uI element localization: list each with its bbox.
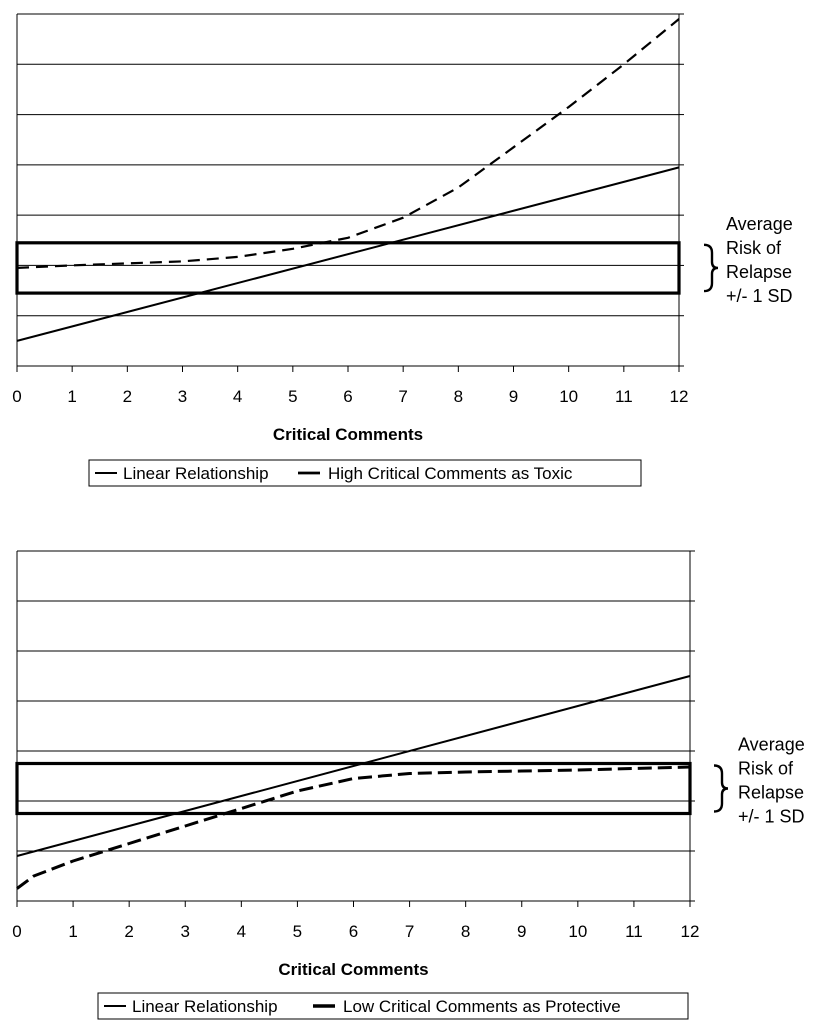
legend-box xyxy=(97,992,689,1020)
series-line-dashed xyxy=(16,18,680,269)
x-tick-label: 7 xyxy=(398,387,407,406)
band-label-line: Relapse xyxy=(726,262,792,282)
legend-box xyxy=(88,459,642,487)
x-tick-label: 12 xyxy=(670,387,689,406)
band-label-line: +/- 1 SD xyxy=(738,807,805,827)
legend-label-dashed: Low Critical Comments as Protective xyxy=(343,997,621,1016)
x-tick-label: 1 xyxy=(68,922,77,941)
average-risk-band xyxy=(15,241,681,295)
band-brace xyxy=(713,764,729,813)
x-tick-label: 0 xyxy=(12,387,21,406)
legend-label-dashed: High Critical Comments as Toxic xyxy=(328,464,573,483)
average-risk-band xyxy=(15,761,692,816)
x-tick-label: 3 xyxy=(181,922,190,941)
series-line-dashed xyxy=(16,765,691,890)
x-tick-label: 6 xyxy=(343,387,352,406)
x-tick-label: 8 xyxy=(454,387,463,406)
x-tick-label: 8 xyxy=(461,922,470,941)
x-tick-label: 1 xyxy=(67,387,76,406)
x-tick-label: 10 xyxy=(568,922,587,941)
band-label-line: Average xyxy=(726,214,793,234)
band-label-line: Risk of xyxy=(726,238,782,258)
x-tick-label: 4 xyxy=(237,922,246,941)
x-tick-label: 11 xyxy=(615,387,633,406)
x-tick-label: 3 xyxy=(178,387,187,406)
x-tick-label: 10 xyxy=(559,387,578,406)
series-line-linear xyxy=(16,166,680,342)
x-tick-label: 11 xyxy=(625,922,643,941)
band-label-line: Relapse xyxy=(738,783,804,803)
legend-label-linear: Linear Relationship xyxy=(132,997,278,1016)
x-tick-label: 7 xyxy=(405,922,414,941)
x-tick-label: 2 xyxy=(123,387,132,406)
x-axis-label: Critical Comments xyxy=(273,425,423,444)
x-tick-label: 6 xyxy=(349,922,358,941)
x-tick-label: 5 xyxy=(293,922,302,941)
x-tick-label: 2 xyxy=(124,922,133,941)
legend-label-linear: Linear Relationship xyxy=(123,464,269,483)
band-label-line: Average xyxy=(738,735,805,755)
x-tick-label: 12 xyxy=(681,922,700,941)
x-tick-label: 9 xyxy=(517,922,526,941)
band-label-line: Risk of xyxy=(738,759,794,779)
band-label-line: +/- 1 SD xyxy=(726,286,793,306)
series-line-linear xyxy=(16,675,691,857)
x-tick-label: 9 xyxy=(509,387,518,406)
band-brace xyxy=(703,243,719,293)
x-tick-label: 4 xyxy=(233,387,242,406)
x-axis-label: Critical Comments xyxy=(278,960,428,979)
x-tick-label: 0 xyxy=(12,922,21,941)
x-tick-label: 5 xyxy=(288,387,297,406)
